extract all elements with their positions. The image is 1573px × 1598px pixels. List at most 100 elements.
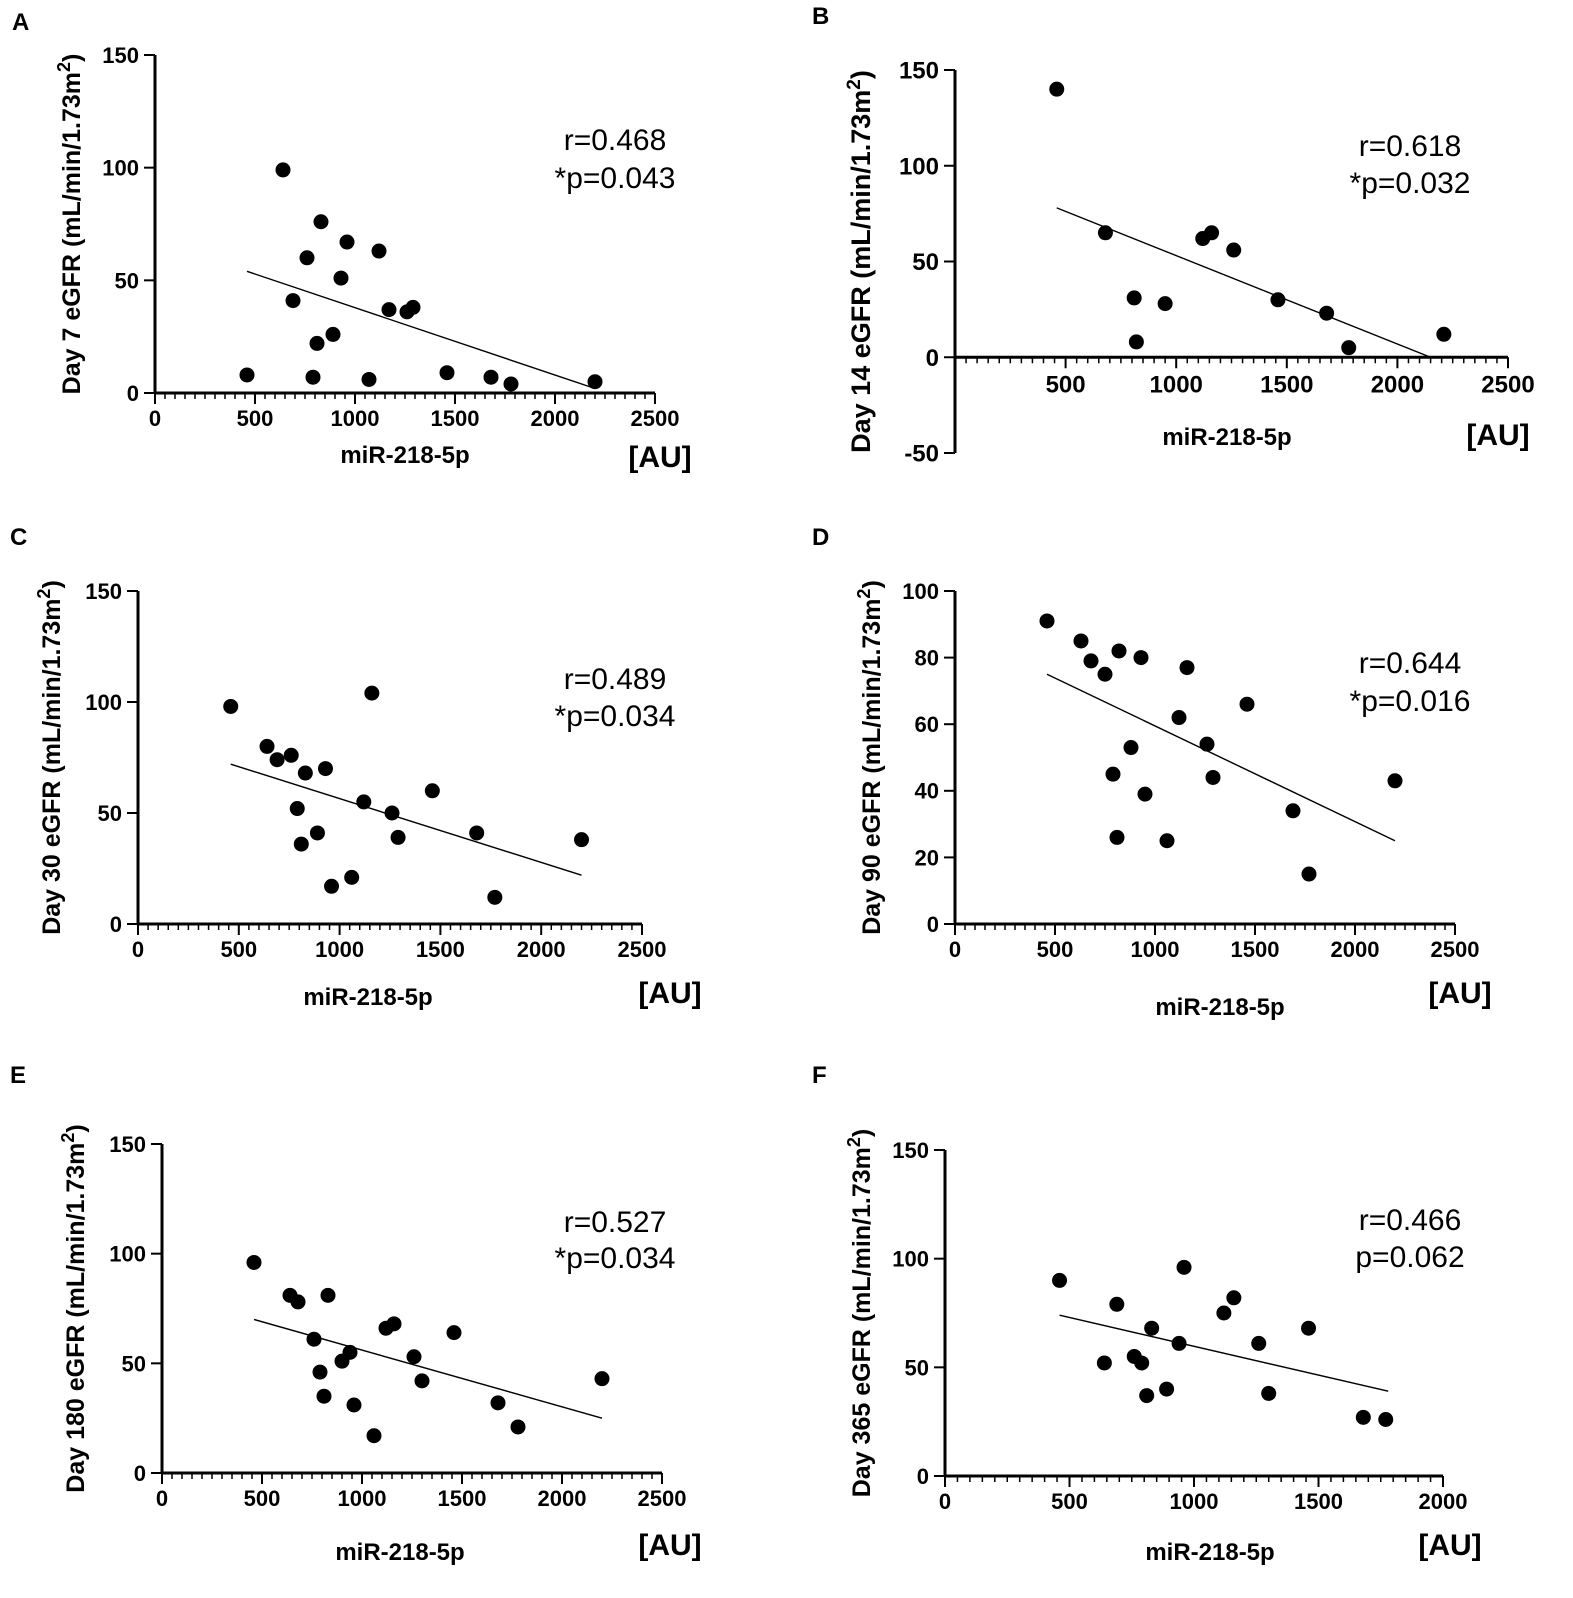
x-tick-label: 500 — [237, 406, 274, 431]
panel-letter: B — [812, 3, 829, 30]
correlation-r: r=0.644 — [1359, 647, 1462, 680]
data-point — [1301, 1320, 1317, 1336]
data-point — [1270, 292, 1286, 308]
data-point — [316, 1388, 332, 1404]
unit-label: [AU] — [1428, 977, 1491, 1010]
data-point — [283, 747, 299, 763]
data-point — [1109, 1296, 1125, 1312]
y-axis-label: Day 30 eGFR (mL/min/1.73m2) — [34, 580, 66, 935]
data-point — [1105, 766, 1121, 782]
y-tick-label: 150 — [892, 1138, 929, 1163]
unit-label: [AU] — [628, 441, 691, 474]
unit-label: [AU] — [638, 1529, 701, 1562]
data-point — [490, 1395, 506, 1411]
data-point — [446, 1325, 462, 1341]
panel-a: A 0 500 1000 1500 2000 2500 0 50 100 150 Day 7 eGFR… — [12, 9, 692, 474]
x-tick-label: 2500 — [631, 406, 680, 431]
regression-line — [1046, 673, 1396, 842]
x-tick-label: 2500 — [1431, 937, 1480, 962]
x-tick-label: 2500 — [618, 937, 667, 962]
regression-line — [230, 763, 582, 876]
data-point — [297, 765, 313, 781]
data-point — [361, 371, 377, 387]
data-point — [269, 752, 285, 768]
x-tick-label: 2000 — [531, 406, 580, 431]
data-point — [1171, 1335, 1187, 1351]
data-point — [1378, 1411, 1394, 1427]
p-value: *p=0.034 — [555, 700, 676, 733]
data-point — [239, 367, 255, 383]
panel-letter: C — [10, 524, 27, 551]
data-point — [1039, 613, 1055, 629]
correlation-r: r=0.468 — [564, 124, 667, 157]
panel-d: D 0 500 1000 1500 2000 2500 0 20 40 60 80 100 Day 90 … — [812, 524, 1492, 1021]
unit-label: [AU] — [638, 977, 701, 1010]
x-tick-label: 1000 — [1150, 371, 1203, 398]
x-tick-label: 2000 — [1419, 1489, 1468, 1514]
x-tick-label: 1500 — [438, 1486, 487, 1511]
data-point — [1301, 866, 1317, 882]
x-tick-label: 500 — [220, 937, 257, 962]
x-tick-label: 1500 — [1294, 1489, 1343, 1514]
x-axis-label: miR-218-5p — [1155, 994, 1284, 1021]
data-point — [439, 365, 455, 381]
x-tick-label: 0 — [939, 1489, 951, 1514]
data-point — [289, 801, 305, 817]
y-tick-label: 50 — [905, 1355, 929, 1380]
y-axis-label: Day 90 eGFR (mL/min/1.73m2) — [854, 580, 886, 935]
data-point — [469, 825, 485, 841]
data-point — [1261, 1385, 1277, 1401]
x-tick-label: 2500 — [1481, 371, 1534, 398]
y-tick-label: 0 — [927, 912, 939, 937]
p-value: *p=0.016 — [1350, 685, 1471, 718]
x-tick-label: 1500 — [1231, 937, 1280, 962]
data-point — [414, 1373, 430, 1389]
y-tick-label: 50 — [115, 268, 139, 293]
data-point — [1133, 650, 1149, 666]
data-point — [1073, 633, 1089, 649]
p-value: *p=0.034 — [555, 1242, 676, 1275]
y-tick-label: 60 — [915, 712, 939, 737]
data-point — [1199, 736, 1215, 752]
correlation-r: r=0.618 — [1359, 130, 1462, 163]
data-point — [342, 1344, 358, 1360]
data-point — [325, 326, 341, 342]
y-tick-label: 50 — [98, 801, 122, 826]
data-point — [487, 889, 503, 905]
data-point — [1239, 696, 1255, 712]
p-value: *p=0.043 — [555, 162, 676, 195]
data-point — [246, 1254, 262, 1270]
data-point — [1111, 643, 1127, 659]
x-tick-label: 500 — [1037, 937, 1074, 962]
x-tick-label: 1500 — [431, 406, 480, 431]
y-tick-label: 150 — [102, 43, 139, 68]
data-point — [346, 1397, 362, 1413]
p-value: p=0.062 — [1355, 1241, 1464, 1274]
x-tick-label: 500 — [244, 1486, 281, 1511]
data-point — [594, 1371, 610, 1387]
y-tick-label: 100 — [109, 1242, 146, 1267]
x-axis-label: miR-218-5p — [1162, 424, 1291, 451]
panel-e: E 0 500 1000 1500 2000 2500 0 50 100 150 Day 180 eG… — [10, 1062, 702, 1566]
data-point — [1049, 81, 1065, 97]
data-point — [290, 1294, 306, 1310]
x-tick-label: 500 — [1046, 371, 1086, 398]
data-point — [324, 878, 340, 894]
data-point — [1216, 1305, 1232, 1321]
data-point — [320, 1287, 336, 1303]
data-point — [386, 1316, 402, 1332]
data-point — [1204, 225, 1220, 241]
data-point — [1109, 829, 1125, 845]
data-point — [405, 299, 421, 315]
data-point — [1179, 660, 1195, 676]
y-tick-label: 0 — [917, 1464, 929, 1489]
data-point — [390, 829, 406, 845]
data-point — [306, 1331, 322, 1347]
y-tick-label: 80 — [915, 646, 939, 671]
y-axis-label: Day 14 eGFR (mL/min/1.73m2) — [844, 70, 877, 453]
data-point — [1128, 334, 1144, 350]
x-tick-label: 0 — [156, 1486, 168, 1511]
x-tick-label: 0 — [132, 937, 144, 962]
y-tick-label: 150 — [899, 58, 939, 85]
